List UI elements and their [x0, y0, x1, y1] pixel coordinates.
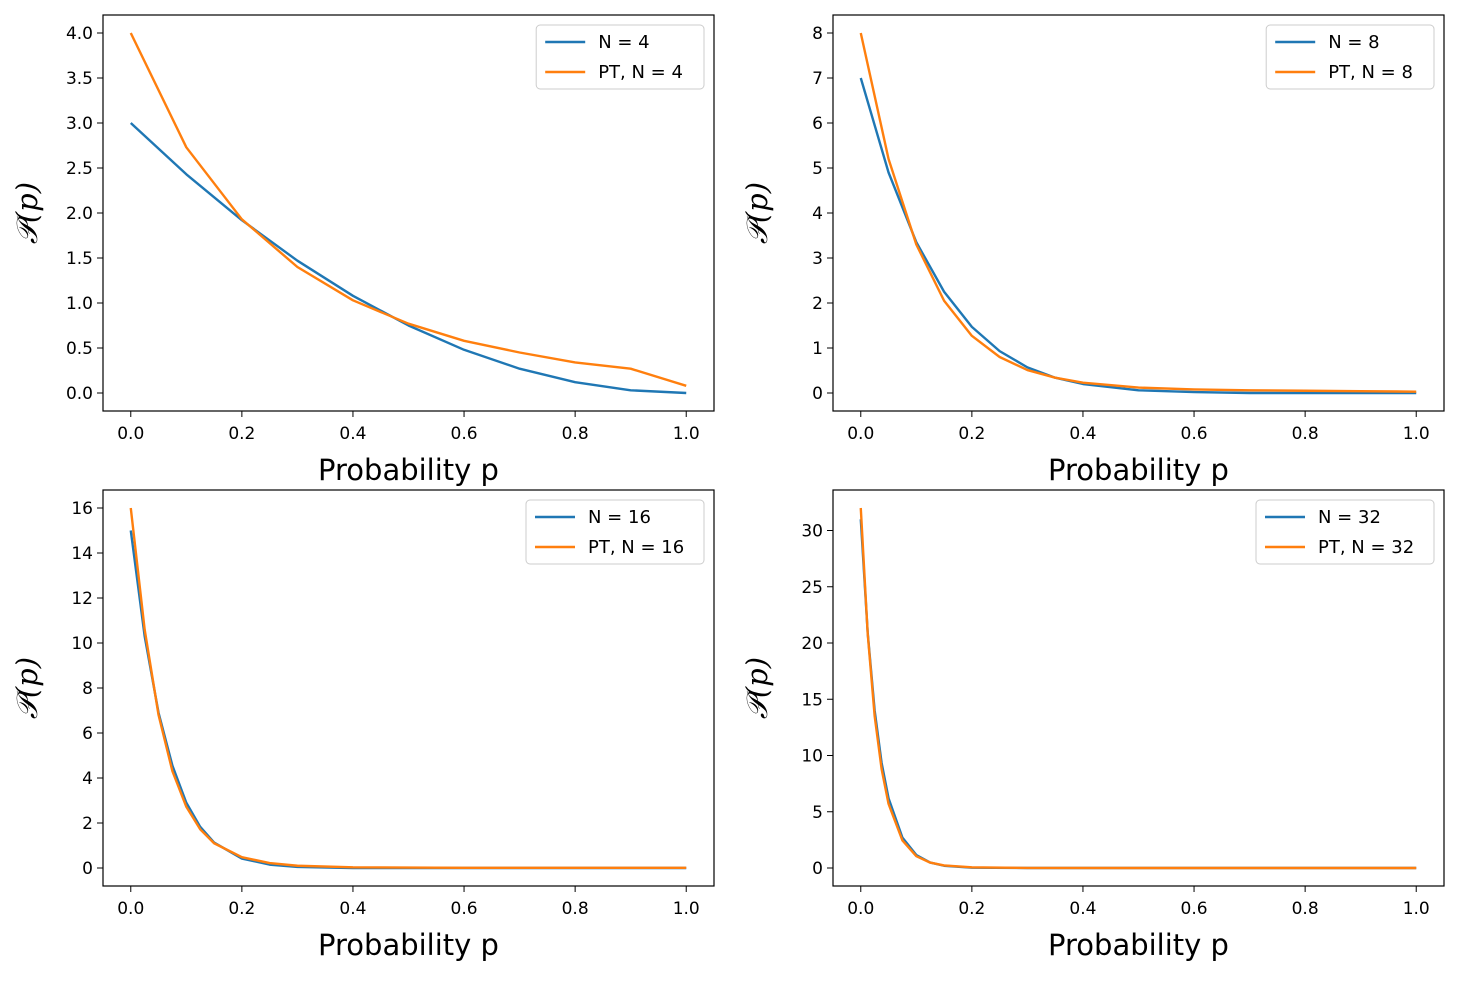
- y-tick-label: 0: [82, 859, 93, 879]
- y-tick-label: 1.0: [66, 294, 93, 314]
- legend-label: N = 16: [588, 507, 651, 528]
- y-tick-label: 0.5: [66, 339, 93, 359]
- y-tick-label: 1: [812, 339, 823, 359]
- series-line-pt: [859, 32, 1417, 393]
- x-axis-label: Probability p: [1048, 453, 1229, 487]
- y-tick-label: 7: [812, 69, 823, 89]
- legend-label: PT, N = 16: [588, 537, 684, 558]
- legend-label: N = 4: [598, 32, 649, 53]
- legend-label: PT, N = 32: [1318, 537, 1414, 558]
- y-tick-label: 0: [812, 384, 823, 404]
- y-axis-label: 𝒫(p): [740, 657, 774, 719]
- legend: N = 8 PT, N = 8: [1265, 24, 1435, 90]
- y-tick-label: 12: [71, 589, 93, 609]
- y-tick-label: 8: [812, 24, 823, 44]
- legend-label: PT, N = 8: [1328, 62, 1413, 83]
- y-tick-label: 0.0: [66, 384, 93, 404]
- legend: N = 4 PT, N = 4: [535, 24, 705, 90]
- y-axis-label: 𝒫(p): [10, 657, 44, 719]
- y-axis-label: 𝒫(p): [740, 182, 774, 244]
- series-line-exact: [129, 122, 687, 395]
- y-tick-label: 30: [801, 522, 823, 542]
- legend: N = 16 PT, N = 16: [525, 499, 705, 565]
- x-axis-label: Probability p: [318, 928, 499, 962]
- y-tick-label: 10: [71, 634, 93, 654]
- y-tick-label: 4.0: [66, 24, 93, 44]
- y-tick-label: 2: [82, 814, 93, 834]
- x-tick-label: 0.2: [958, 899, 985, 919]
- chart-panel-4: 0.0 0.2 0.4 0.6 0.8 1.0 0 5 10 15 20 25 30 Probabilit…: [740, 489, 1445, 962]
- x-axis-label: Probability p: [1048, 928, 1229, 962]
- x-tick-label: 0.6: [451, 424, 478, 444]
- y-tick-label: 0: [812, 859, 823, 879]
- y-tick-label: 3.0: [66, 114, 93, 134]
- y-tick-label: 8: [82, 679, 93, 699]
- y-tick-label: 1.5: [66, 249, 93, 269]
- y-tick-label: 20: [801, 634, 823, 654]
- x-tick-label: 1.0: [673, 899, 700, 919]
- chart-panel-1: 0.0 0.2 0.4 0.6 0.8 1.0 0.0 0.5 1.0 1.5 2.0 2.5 3.0 3…: [10, 14, 715, 487]
- x-tick-label: 0.8: [562, 899, 589, 919]
- series-line-exact: [129, 530, 687, 870]
- legend-label: PT, N = 4: [598, 62, 683, 83]
- x-tick-label: 0.2: [228, 424, 255, 444]
- y-tick-label: 16: [71, 499, 93, 519]
- x-tick-label: 0.8: [1292, 424, 1319, 444]
- series-line-pt: [859, 507, 1417, 870]
- y-tick-label: 15: [801, 690, 823, 710]
- x-tick-label: 0.6: [451, 899, 478, 919]
- x-tick-label: 0.0: [117, 899, 144, 919]
- x-tick-label: 0.4: [339, 899, 366, 919]
- x-tick-label: 0.8: [1292, 899, 1319, 919]
- y-tick-label: 14: [71, 544, 93, 564]
- x-tick-label: 0.6: [1181, 424, 1208, 444]
- x-tick-label: 0.6: [1181, 899, 1208, 919]
- x-tick-label: 0.4: [1069, 899, 1096, 919]
- y-tick-label: 6: [82, 724, 93, 744]
- y-tick-label: 3.5: [66, 69, 93, 89]
- series-line-exact: [859, 77, 1417, 395]
- y-tick-label: 2.5: [66, 159, 93, 179]
- y-tick-label: 4: [82, 769, 93, 789]
- y-tick-label: 10: [801, 747, 823, 767]
- series-line-pt: [129, 32, 687, 387]
- x-tick-label: 0.8: [562, 424, 589, 444]
- x-tick-label: 0.2: [958, 424, 985, 444]
- legend-label: N = 32: [1318, 507, 1381, 528]
- y-tick-label: 2.0: [66, 204, 93, 224]
- y-tick-label: 4: [812, 204, 823, 224]
- chart-panel-2: 0.0 0.2 0.4 0.6 0.8 1.0 0 1 2 3 4 5 6 7 8 Probability p…: [740, 14, 1445, 487]
- y-tick-label: 5: [812, 803, 823, 823]
- x-axis-label: Probability p: [318, 453, 499, 487]
- x-tick-label: 1.0: [673, 424, 700, 444]
- x-tick-label: 0.0: [847, 899, 874, 919]
- series-line-exact: [859, 519, 1417, 870]
- chart-panel-3: 0.0 0.2 0.4 0.6 0.8 1.0 0 2 4 6 8 10 12 14 16 Probabili…: [10, 489, 715, 962]
- x-tick-label: 0.0: [847, 424, 874, 444]
- legend-label: N = 8: [1328, 32, 1379, 53]
- y-tick-label: 25: [801, 578, 823, 598]
- x-tick-label: 0.0: [117, 424, 144, 444]
- series-line-pt: [129, 507, 687, 869]
- x-tick-label: 0.2: [228, 899, 255, 919]
- y-tick-label: 5: [812, 159, 823, 179]
- x-tick-label: 0.4: [1069, 424, 1096, 444]
- y-tick-label: 3: [812, 249, 823, 269]
- y-axis-label: 𝒫(p): [10, 182, 44, 244]
- legend: N = 32 PT, N = 32: [1255, 499, 1435, 565]
- x-tick-label: 1.0: [1403, 424, 1430, 444]
- y-tick-label: 6: [812, 114, 823, 134]
- x-tick-label: 0.4: [339, 424, 366, 444]
- axes-frame: [832, 489, 1445, 887]
- y-tick-label: 2: [812, 294, 823, 314]
- x-tick-label: 1.0: [1403, 899, 1430, 919]
